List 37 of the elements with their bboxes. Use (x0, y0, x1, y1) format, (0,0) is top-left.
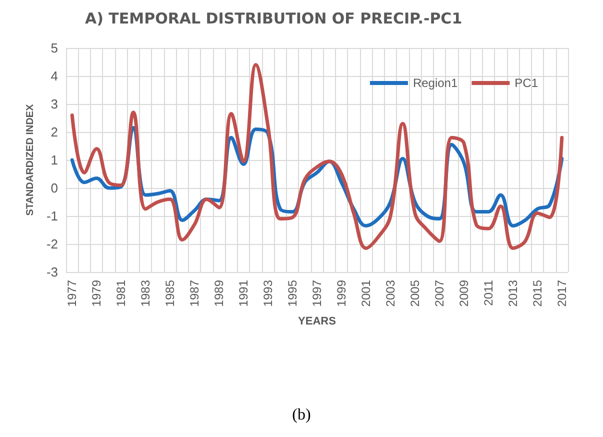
legend-label: PC1 (514, 76, 538, 90)
y-tick-label: 4 (50, 68, 58, 84)
x-tick-label: 2007 (432, 280, 446, 307)
x-tick-label: 1979 (90, 280, 104, 307)
x-tick-label: 1991 (236, 280, 251, 307)
y-axis-title: STANDARDIZED INDEX (25, 104, 36, 216)
x-tick-label: 1977 (65, 280, 80, 307)
x-axis-title: YEARS (298, 316, 336, 328)
x-tick-label: 1981 (114, 280, 128, 307)
x-tick-label: 2011 (481, 280, 496, 306)
y-tick-label: 5 (50, 40, 58, 56)
x-tick-label: 1983 (138, 280, 153, 307)
y-tick-label: 2 (50, 124, 58, 140)
x-tick-label: 2009 (456, 280, 471, 307)
y-tick-label: 0 (50, 180, 58, 196)
x-tick-label: 2015 (530, 280, 544, 307)
x-tick-label: 2017 (554, 280, 569, 307)
x-tick-label: 2001 (358, 280, 373, 307)
x-tick-label: 1985 (163, 280, 178, 307)
y-tick-label: 1 (50, 152, 58, 168)
x-tick-label: 1987 (188, 280, 202, 307)
legend-label: Region1 (412, 76, 458, 90)
y-tick-label: -2 (46, 236, 58, 252)
x-tick-label: 1999 (334, 280, 348, 307)
text: (b) (292, 406, 311, 424)
x-tick-label: 2003 (383, 280, 398, 307)
x-tick-label: 2005 (408, 280, 422, 307)
y-tick-label: -3 (46, 264, 58, 280)
chart-title: A) TEMPORAL DISTRIBUTION OF PRECIP.-PC1 (85, 10, 462, 28)
x-tick-label: 1993 (261, 280, 276, 307)
y-tick-label: 3 (50, 96, 58, 112)
line-series (70, 63, 564, 250)
x-tick-label: 1995 (286, 280, 300, 307)
y-tick-label: -1 (46, 208, 58, 224)
x-tick-label: 1997 (310, 280, 324, 307)
x-tick-label: 2013 (506, 280, 520, 307)
x-tick-label: 1989 (212, 280, 226, 307)
